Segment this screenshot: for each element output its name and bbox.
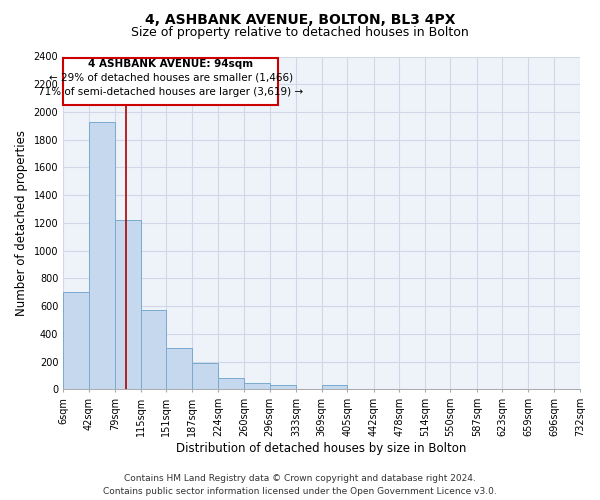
Text: Contains HM Land Registry data © Crown copyright and database right 2024.
Contai: Contains HM Land Registry data © Crown c… <box>103 474 497 496</box>
Bar <box>218 378 244 390</box>
X-axis label: Distribution of detached houses by size in Bolton: Distribution of detached houses by size … <box>176 442 467 455</box>
Text: ← 29% of detached houses are smaller (1,466): ← 29% of detached houses are smaller (1,… <box>49 73 293 83</box>
Text: Size of property relative to detached houses in Bolton: Size of property relative to detached ho… <box>131 26 469 39</box>
Bar <box>141 310 166 390</box>
Bar <box>347 388 374 390</box>
Bar <box>192 363 218 390</box>
Y-axis label: Number of detached properties: Number of detached properties <box>15 130 28 316</box>
Bar <box>269 386 296 390</box>
Bar <box>166 348 192 390</box>
Bar <box>244 383 269 390</box>
Bar <box>89 122 115 390</box>
Text: 4 ASHBANK AVENUE: 94sqm: 4 ASHBANK AVENUE: 94sqm <box>88 59 253 69</box>
Bar <box>115 220 141 390</box>
Text: 4, ASHBANK AVENUE, BOLTON, BL3 4PX: 4, ASHBANK AVENUE, BOLTON, BL3 4PX <box>145 12 455 26</box>
Text: 71% of semi-detached houses are larger (3,619) →: 71% of semi-detached houses are larger (… <box>38 87 303 97</box>
FancyBboxPatch shape <box>63 58 278 105</box>
Bar <box>322 384 347 390</box>
Bar <box>63 292 89 390</box>
